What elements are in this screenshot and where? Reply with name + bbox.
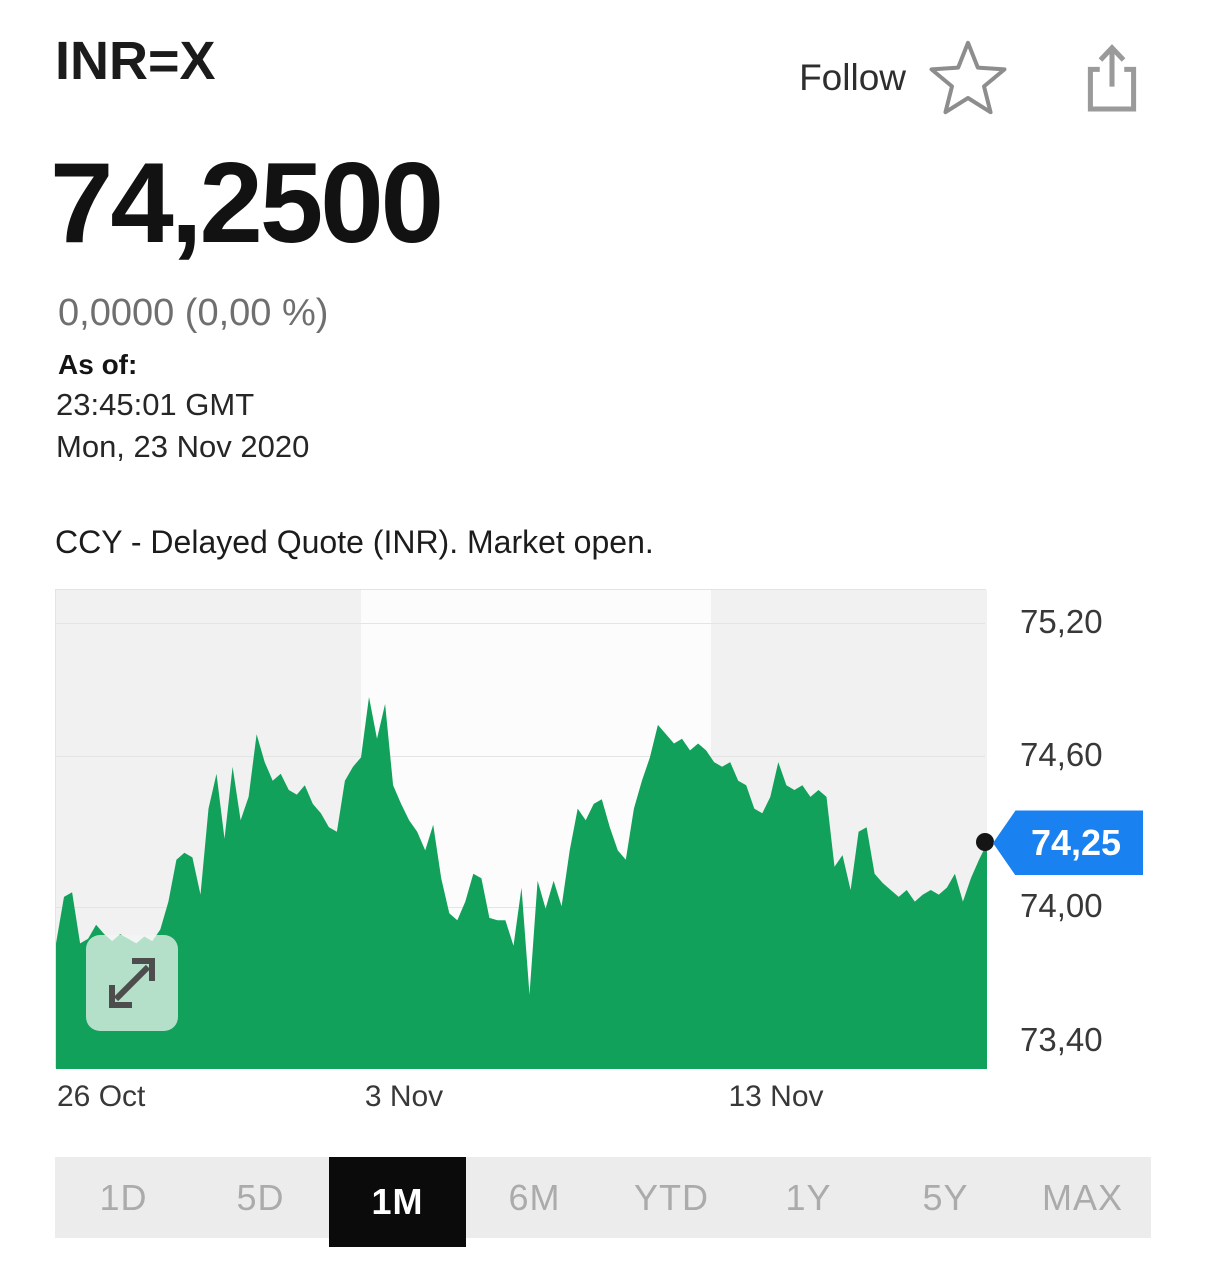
range-button-5d[interactable]: 5D: [236, 1176, 285, 1218]
y-tick-label: 74,60: [1020, 736, 1103, 773]
share-button[interactable]: [1076, 40, 1148, 116]
range-button-5y[interactable]: 5Y: [922, 1176, 969, 1218]
price-change: 0,0000 (0,00 %): [58, 292, 329, 334]
follow-label: Follow: [799, 57, 906, 98]
y-tick-label: 73,40: [1020, 1021, 1103, 1058]
last-price-tag: 74,25: [993, 810, 1143, 876]
range-button-ytd[interactable]: YTD: [634, 1176, 709, 1218]
y-tick-label: 74,00: [1020, 887, 1103, 924]
as-of-label: As of:: [58, 349, 138, 380]
price-area-chart: [56, 697, 987, 1069]
star-icon: [928, 38, 1008, 118]
y-tick-label: 75,20: [1020, 603, 1103, 640]
page-title: INR=X: [55, 31, 216, 91]
follow-button[interactable]: Follow: [799, 38, 1008, 118]
x-tick-label: 26 Oct: [57, 1080, 146, 1113]
plot-area[interactable]: [55, 589, 987, 1069]
range-selector: 1D 5D 1M 6M YTD 1Y 5Y MAX: [55, 1157, 1151, 1247]
quote-time: 23:45:01 GMT: [56, 387, 255, 422]
range-button-max[interactable]: MAX: [1041, 1176, 1123, 1218]
range-button-1y[interactable]: 1Y: [785, 1176, 832, 1218]
current-price: 74,2500: [50, 140, 444, 267]
x-tick-label: 3 Nov: [364, 1080, 444, 1113]
header-actions: Follow: [799, 38, 1148, 118]
gridline: [56, 756, 985, 757]
range-button-1m[interactable]: 1M: [329, 1157, 466, 1247]
gridline: [56, 623, 985, 624]
market-status: CCY - Delayed Quote (INR). Market open.: [55, 524, 654, 560]
expand-chart-button[interactable]: [86, 935, 178, 1031]
quote-date: Mon, 23 Nov 2020: [56, 429, 310, 464]
last-price-dot: [976, 833, 994, 852]
last-price-tag-label: 74,25: [1030, 821, 1122, 863]
x-tick-label: 13 Nov: [728, 1080, 824, 1113]
range-button-1d[interactable]: 1D: [99, 1176, 148, 1218]
range-button-6m[interactable]: 6M: [508, 1176, 561, 1218]
